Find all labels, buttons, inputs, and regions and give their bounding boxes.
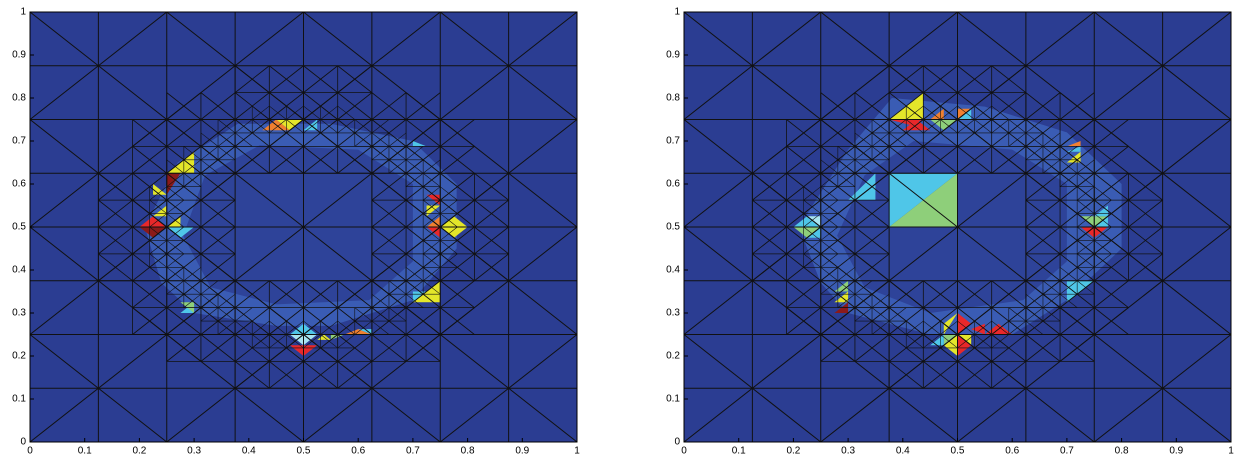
x-tick-label: 0.1 — [732, 446, 746, 457]
x-tick-label: 0.8 — [1115, 446, 1129, 457]
y-tick-label: 0.6 — [12, 179, 26, 190]
x-tick-label: 1 — [574, 446, 580, 457]
x-tick-label: 0.2 — [132, 446, 146, 457]
x-tick-label: 0.9 — [515, 446, 529, 457]
y-tick-label: 0.3 — [666, 308, 680, 319]
x-tick-label: 0.3 — [841, 446, 855, 457]
y-tick-label: 0.1 — [666, 394, 680, 405]
x-tick-label: 0 — [681, 446, 687, 457]
y-tick-label: 1 — [20, 7, 26, 18]
x-tick-label: 0.1 — [78, 446, 92, 457]
y-tick-label: 0.7 — [666, 136, 680, 147]
x-tick-label: 0.2 — [786, 446, 800, 457]
y-tick-label: 0.8 — [12, 93, 26, 104]
page: 0 0.1 0.2 0.3 0.4 0.5 0.6 0.7 0.8 0.9 1 0 0.1 0.2 0.3 0… — [0, 0, 1248, 464]
y-tick-label: 0.9 — [12, 50, 26, 61]
y-tick-label: 0.6 — [666, 179, 680, 190]
y-tick-label: 0.5 — [666, 222, 680, 233]
plot-area — [30, 12, 577, 442]
x-tick-label: 0.3 — [187, 446, 201, 457]
x-tick-label: 0.6 — [351, 446, 365, 457]
y-tick-label: 0.7 — [12, 136, 26, 147]
x-tick-label: 0.7 — [406, 446, 420, 457]
y-tick-label: 0.3 — [12, 308, 26, 319]
y-tick-label: 1 — [674, 7, 680, 18]
x-tick-label: 0.6 — [1005, 446, 1019, 457]
x-tick-label: 0.7 — [1060, 446, 1074, 457]
y-tick-label: 0.1 — [12, 394, 26, 405]
x-tick-label: 0.5 — [951, 446, 965, 457]
y-tick-label: 0.4 — [12, 265, 26, 276]
x-tick-label: 0.5 — [297, 446, 311, 457]
y-tick-label: 0.5 — [12, 222, 26, 233]
plot-area — [684, 12, 1231, 442]
y-tick-label: 0 — [20, 437, 26, 448]
y-tick-label: 0 — [674, 437, 680, 448]
x-tick-label: 1 — [1228, 446, 1234, 457]
x-tick-label: 0.8 — [461, 446, 475, 457]
y-tick-label: 0.2 — [12, 351, 26, 362]
x-tick-label: 0.4 — [896, 446, 910, 457]
figure: 0 0.1 0.2 0.3 0.4 0.5 0.6 0.7 0.8 0.9 1 0 0.1 0.2 0.3 0… — [0, 0, 1248, 464]
x-tick-label: 0.9 — [1169, 446, 1183, 457]
y-tick-label: 0.4 — [666, 265, 680, 276]
y-tick-label: 0.9 — [666, 50, 680, 61]
x-tick-label: 0 — [27, 446, 33, 457]
y-tick-label: 0.2 — [666, 351, 680, 362]
x-tick-label: 0.4 — [242, 446, 256, 457]
y-tick-label: 0.8 — [666, 93, 680, 104]
